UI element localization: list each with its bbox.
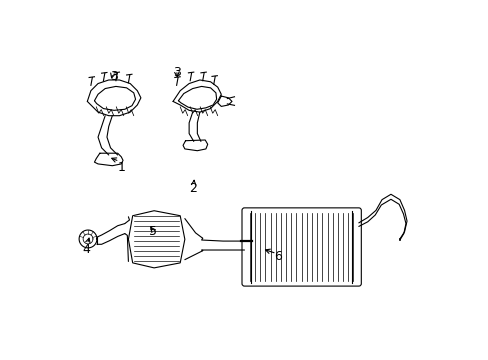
Text: 2: 2 bbox=[188, 183, 196, 195]
Text: 1: 1 bbox=[117, 161, 125, 174]
Text: 5: 5 bbox=[149, 225, 157, 238]
Text: 4: 4 bbox=[82, 243, 90, 256]
Text: 3: 3 bbox=[110, 70, 118, 83]
Text: 3: 3 bbox=[172, 66, 180, 79]
Text: 6: 6 bbox=[274, 250, 282, 263]
